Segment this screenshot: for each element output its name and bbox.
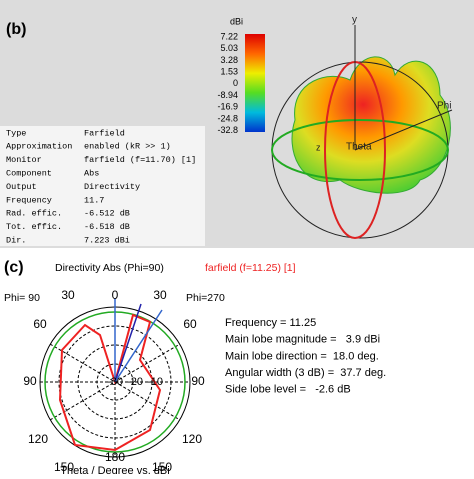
angle-label: 30 [61, 288, 75, 302]
table-value: Directivity [84, 182, 140, 192]
phi-label: Phi=270 [186, 292, 225, 304]
table-key: Tot. effic. [6, 222, 62, 232]
angle-label: 60 [183, 317, 197, 331]
info-table-bg [0, 126, 205, 246]
axis-label: Theta [346, 142, 372, 153]
colorbar-tick: 0 [233, 78, 238, 88]
table-key: Type [6, 128, 26, 138]
table-value: enabled (kR >> 1) [84, 142, 171, 152]
angle-label: 0 [112, 288, 119, 302]
colorbar-tick: 3.28 [220, 55, 238, 65]
axis-label: y [352, 15, 357, 26]
farfield-3d [271, 25, 453, 239]
table-key: Frequency [6, 195, 52, 205]
angle-label: 120 [28, 432, 48, 446]
colorbar-tick: 1.53 [220, 66, 238, 76]
angle-label: 60 [33, 317, 47, 331]
radial-label: -30 [107, 376, 123, 388]
angle-label: 120 [182, 432, 202, 446]
stat-line: Side lobe level = -2.6 dB [225, 384, 351, 396]
chart-title: Directivity Abs (Phi=90) [55, 262, 164, 274]
axis-label: z [316, 142, 321, 152]
colorbar-tick: -32.8 [217, 125, 238, 135]
angle-label: 150 [54, 460, 74, 474]
table-value: 11.7 [84, 195, 104, 205]
colorbar [245, 34, 265, 132]
table-key: Output [6, 182, 37, 192]
phi-label: Phi= 90 [4, 292, 40, 304]
table-value: -6.512 dB [84, 209, 130, 219]
colorbar-tick: 7.22 [220, 31, 238, 41]
angle-label: 90 [23, 374, 37, 388]
colorbar-tick: -8.94 [217, 90, 238, 100]
colorbar-tick: -16.9 [217, 102, 238, 112]
stat-line: Main lobe magnitude = 3.9 dBi [225, 334, 380, 346]
stat-line: Angular width (3 dB) = 37.7 deg. [225, 367, 386, 379]
radial-label: -20 [127, 376, 143, 388]
table-key: Dir. [6, 235, 26, 245]
table-key: Rad. effic. [6, 209, 62, 219]
angle-label: 150 [152, 460, 172, 474]
angle-label: 90 [191, 374, 205, 388]
stat-line: Main lobe direction = 18.0 deg. [225, 350, 379, 362]
table-key: Monitor [6, 155, 42, 165]
table-value: 7.223 dBi [84, 235, 130, 245]
colorbar-unit: dBi [230, 16, 243, 26]
x-axis-label: Theta / Degree vs. dBi [60, 465, 169, 474]
legend: farfield (f=11.25) [1] [205, 262, 296, 274]
table-value: -6.518 dB [84, 222, 130, 232]
angle-label: 30 [153, 288, 167, 302]
colorbar-tick: -24.8 [217, 113, 238, 123]
angle-label: 180 [105, 450, 125, 464]
panel-label: (c) [4, 259, 24, 276]
table-key: Component [6, 168, 52, 178]
panel-label: (b) [6, 21, 26, 38]
axis-label: Phi [437, 101, 451, 112]
table-key: Approximation [6, 142, 72, 152]
colorbar-tick: 5.03 [220, 43, 238, 53]
table-value: Farfield [84, 128, 125, 138]
table-value: farfield (f=11.70) [1] [84, 155, 196, 165]
radial-label: -10 [147, 376, 163, 388]
stat-line: Frequency = 11.25 [225, 317, 316, 329]
table-value: Abs [84, 168, 99, 178]
polar-plot [39, 298, 191, 458]
